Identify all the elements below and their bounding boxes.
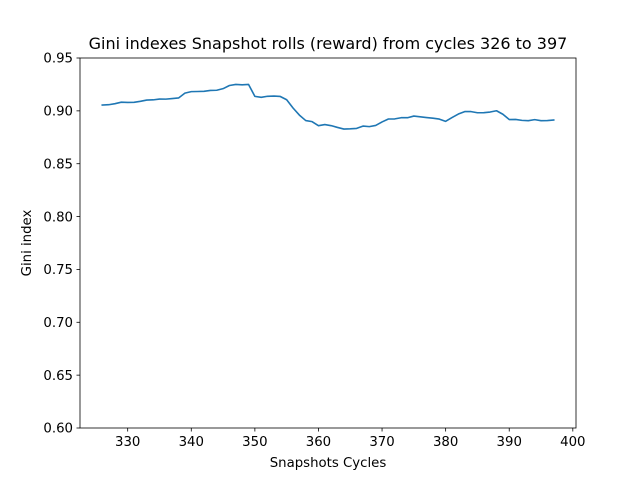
y-tick-label: 0.60 <box>43 422 73 437</box>
plot-frame <box>79 57 577 429</box>
chart-title: Gini indexes Snapshot rolls (reward) fro… <box>89 34 568 53</box>
series-layer <box>101 83 555 130</box>
x-tick-label: 390 <box>497 435 522 450</box>
y-tick-label: 0.80 <box>43 210 73 225</box>
axis-ticks: 330 340 350 360 370 380 390 400 0.60 0.65 0.70 0.75… <box>43 52 585 450</box>
y-tick-label: 0.95 <box>43 52 73 67</box>
y-axis-label: Gini index <box>20 210 35 277</box>
x-tick-label: 380 <box>433 435 458 450</box>
y-tick-label: 0.75 <box>43 263 73 278</box>
series-line <box>101 83 555 130</box>
x-tick-label: 400 <box>560 435 585 450</box>
x-tick-label: 370 <box>369 435 394 450</box>
x-tick-label: 330 <box>115 435 140 450</box>
x-tick-label: 340 <box>179 435 204 450</box>
x-tick-label: 360 <box>306 435 331 450</box>
x-axis-label: Snapshots Cycles <box>270 456 387 471</box>
y-tick-label: 0.90 <box>43 105 73 120</box>
y-tick-label: 0.85 <box>43 157 73 172</box>
y-tick-label: 0.70 <box>43 316 73 331</box>
x-tick-label: 350 <box>242 435 267 450</box>
y-tick-label: 0.65 <box>43 369 73 384</box>
